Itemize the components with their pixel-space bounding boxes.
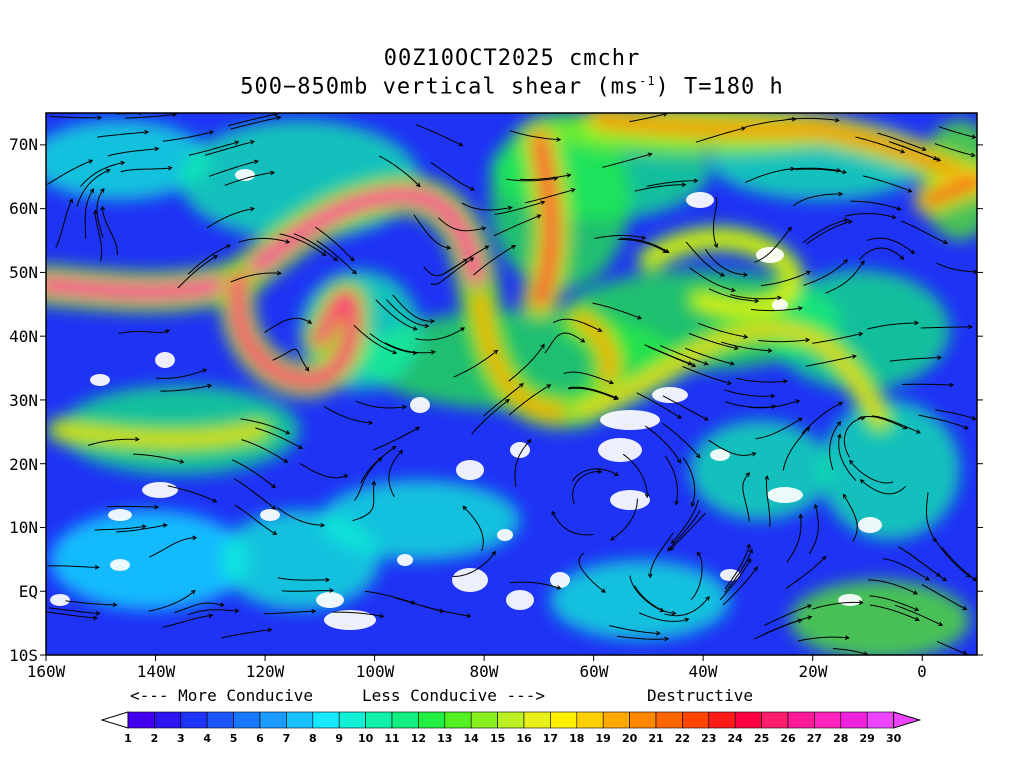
colorbar-tick-label: 1 (124, 732, 132, 745)
less-conducive-label: Less Conducive ---> (362, 686, 546, 705)
colorbar-tick-label: 13 (437, 732, 453, 745)
colorbar-box (866, 711, 894, 729)
lon-label-40w: 40W (688, 662, 718, 681)
colorbar-box (655, 711, 683, 729)
colorbar-tick-label: 5 (229, 732, 238, 745)
lat-label-40n: 40N (9, 327, 38, 346)
colorbar-tick-label: 19 (595, 732, 611, 745)
colorbar-tick-label: 12 (410, 732, 427, 745)
lat-label-70n: 70N (9, 135, 38, 154)
colorbar-box (602, 711, 630, 729)
lon-label-120w: 120W (245, 662, 285, 681)
chart-subtitle: 500−850mb vertical shear (ms-1) T=180 h (240, 74, 784, 100)
lon-label-0: 0 (917, 662, 927, 681)
lat-label-20n: 20N (9, 455, 38, 474)
colorbar-box (523, 711, 551, 729)
colorbar-tick-label: 23 (701, 732, 717, 745)
colorbar-tick-label: 10 (357, 732, 374, 745)
colorbar-tick-label: 15 (489, 732, 506, 745)
chart-title: 00Z10OCT2025 cmchr (383, 46, 641, 71)
colorbar-box (629, 711, 657, 729)
colorbar-box (180, 711, 208, 729)
lon-label-60w: 60W (579, 662, 609, 681)
lon-label-80w: 80W (469, 662, 499, 681)
lat-label-50n: 50N (9, 263, 38, 282)
colorbar-tick-label: 2 (150, 732, 159, 745)
colorbar-tick-label: 16 (516, 732, 532, 745)
colorbar-tick-label: 29 (859, 732, 875, 745)
destructive-label: Destructive (647, 686, 753, 705)
colorbar-tick-label: 4 (203, 732, 212, 745)
lon-label-160w: 160W (26, 662, 66, 681)
colorbar-box (312, 711, 340, 729)
colorbar-tick-label: 11 (384, 732, 400, 745)
colorbar-box (233, 711, 261, 729)
colorbar-tick-label: 21 (648, 732, 664, 745)
colorbar-box (154, 711, 182, 729)
colorbar-tick-label: 28 (833, 732, 849, 745)
colorbar-tick-label: 8 (308, 732, 317, 745)
colorbar-tick-label: 7 (282, 732, 291, 745)
colorbar-tick-label: 22 (674, 732, 691, 745)
lat-label-30n: 30N (9, 391, 38, 410)
colorbar-box (814, 711, 842, 729)
colorbar-tick-label: 6 (256, 732, 264, 745)
colorbar-right-arrow (893, 711, 922, 729)
colorbar-box (682, 711, 710, 729)
colorbar-box (365, 711, 393, 729)
colorbar-tick-label: 27 (806, 732, 823, 745)
colorbar-tick-label: 17 (542, 732, 559, 745)
low-shear-patches (50, 169, 882, 630)
colorbar-tick-label: 18 (569, 732, 585, 745)
colorbar-box (206, 711, 234, 729)
colorbar-box (576, 711, 604, 729)
colorbar-box (497, 711, 525, 729)
lat-label-10s: 10S (9, 646, 38, 665)
colorbar-box (470, 711, 498, 729)
colorbar-tick-label: 25 (753, 732, 770, 745)
colorbar-tick-label: 20 (621, 732, 638, 745)
colorbar-box (550, 711, 578, 729)
lat-label-60n: 60N (9, 199, 38, 218)
colorbar-box (761, 711, 789, 729)
colorbar-tick-label: 14 (463, 732, 479, 745)
colorbar-box (338, 711, 366, 729)
colorbar-box (734, 711, 762, 729)
map-frame (45, 112, 978, 656)
colorbar-tick-label: 3 (176, 732, 185, 745)
colorbar-tick-label: 26 (780, 732, 796, 745)
lon-label-140w: 140W (136, 662, 176, 681)
colorbar-box (787, 711, 815, 729)
colorbar-tick-label: 9 (335, 732, 344, 745)
colorbar-box (708, 711, 736, 729)
colorbar-box (840, 711, 868, 729)
lon-label-20w: 20W (798, 662, 828, 681)
colorbar-box (444, 711, 472, 729)
colorbar-box (127, 711, 155, 729)
colorbar-tick-label: 30 (885, 732, 902, 745)
streamlines (46, 113, 977, 655)
colorbar-box (286, 711, 314, 729)
colorbar-tick-label: 24 (727, 732, 743, 745)
more-conducive-label: <--- More Conducive (130, 686, 314, 705)
lat-label-10n: 10N (9, 518, 38, 537)
lon-label-100w: 100W (355, 662, 395, 681)
colorbar-box (418, 711, 446, 729)
colorbar-box (259, 711, 287, 729)
colorbar-left-arrow (100, 711, 129, 729)
colorbar-box (391, 711, 419, 729)
lat-label-eq: EQ (18, 582, 38, 601)
